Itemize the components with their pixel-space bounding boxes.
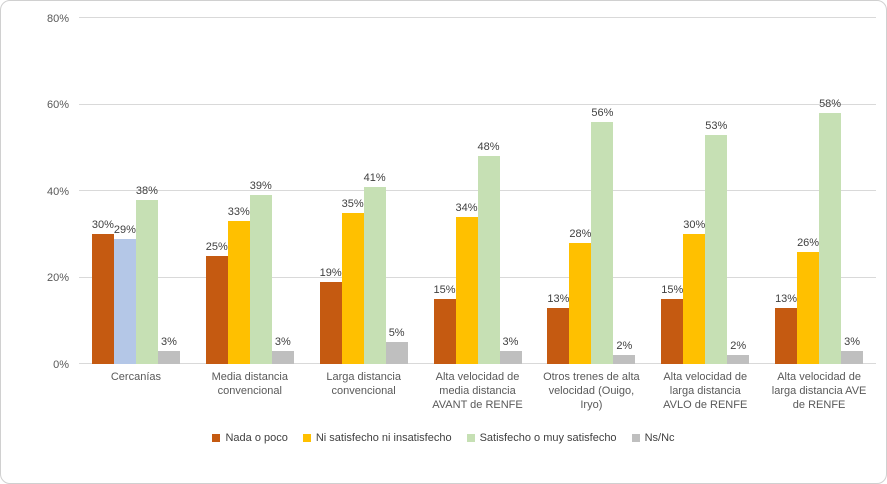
bar-value-label: 30% bbox=[683, 219, 706, 232]
bar: 26% bbox=[797, 237, 819, 364]
y-axis-tick-label: 40% bbox=[46, 185, 69, 198]
legend-label: Ni satisfecho ni insatisfecho bbox=[315, 432, 452, 444]
bar: 30% bbox=[92, 219, 114, 364]
bar-value-label: 33% bbox=[227, 206, 250, 219]
plot-area: 0% 20% 40% 60% 80% 30% 29% 38% 3% 25% 33% 39% 3% 19%… bbox=[47, 13, 876, 371]
bar: 34% bbox=[455, 202, 478, 364]
y-axis-tick-label: 0% bbox=[53, 358, 69, 371]
bar-group: 15% 34% 48% 3% bbox=[421, 18, 535, 364]
legend-item: Ni satisfecho ni insatisfecho bbox=[302, 432, 452, 444]
bar-value-label: 34% bbox=[455, 201, 478, 214]
bar: 13% bbox=[775, 293, 797, 364]
legend-swatch-icon bbox=[212, 434, 221, 442]
bar-value-label: 29% bbox=[113, 223, 136, 236]
category-label: Larga distancia convencional bbox=[326, 371, 401, 397]
bar-value-label: 25% bbox=[205, 240, 228, 253]
bar-group: 15% 30% 53% 2% bbox=[648, 18, 762, 364]
legend-label: Ns/Nc bbox=[644, 432, 675, 444]
bar: 5% bbox=[385, 327, 408, 364]
bar: 2% bbox=[727, 340, 750, 364]
bar-value-label: 3% bbox=[844, 336, 861, 349]
bar-group: 30% 29% 38% 3% bbox=[79, 18, 193, 364]
bar: 35% bbox=[342, 198, 364, 364]
legend-swatch-icon bbox=[466, 434, 475, 442]
category-label: Alta velocidad de larga distancia AVLO d… bbox=[663, 371, 748, 411]
bar: 15% bbox=[661, 284, 683, 364]
legend-label: Satisfecho o muy satisfecho bbox=[479, 432, 617, 444]
bar-groups: 30% 29% 38% 3% 25% 33% 39% 3% 19% 35% 41% 5% 15% 34% 4… bbox=[79, 18, 876, 364]
bar-value-label: 56% bbox=[591, 106, 614, 119]
category-label: Otros trenes de alta velocidad (Ouigo, I… bbox=[543, 371, 640, 411]
y-axis-tick-label: 20% bbox=[46, 272, 69, 284]
bar-value-label: 30% bbox=[91, 219, 114, 232]
bar: 41% bbox=[364, 172, 386, 364]
legend-item: Ns/Nc bbox=[631, 432, 675, 444]
bar: 19% bbox=[320, 267, 342, 364]
bar-value-label: 15% bbox=[433, 284, 456, 297]
category-label: Alta velocidad de larga distancia AVE de… bbox=[771, 371, 867, 411]
bar-value-label: 5% bbox=[388, 327, 405, 340]
legend-item: Satisfecho o muy satisfecho bbox=[466, 432, 617, 444]
bar: 25% bbox=[206, 241, 228, 364]
legend-swatch-icon bbox=[302, 434, 311, 442]
bar: 3% bbox=[841, 336, 864, 364]
bar-value-label: 53% bbox=[705, 119, 728, 132]
category-label: Media distancia convencional bbox=[211, 371, 288, 397]
bar: 53% bbox=[705, 120, 727, 364]
bar-value-label: 2% bbox=[616, 340, 633, 353]
bar-value-label: 13% bbox=[775, 292, 798, 305]
bar: 3% bbox=[271, 336, 294, 364]
gridline bbox=[79, 103, 876, 105]
bar-value-label: 58% bbox=[819, 98, 842, 111]
bar: 48% bbox=[477, 141, 500, 364]
bar: 38% bbox=[136, 185, 158, 364]
bar: 56% bbox=[591, 107, 613, 364]
category-label: Cercanías bbox=[110, 371, 161, 383]
bar: 2% bbox=[613, 340, 636, 364]
bar: 30% bbox=[683, 219, 705, 364]
bar-value-label: 13% bbox=[547, 292, 570, 305]
bar-value-label: 38% bbox=[135, 184, 158, 197]
bar-value-label: 19% bbox=[319, 266, 342, 279]
bar-value-label: 48% bbox=[477, 141, 500, 154]
bar: 28% bbox=[569, 228, 591, 364]
bar: 13% bbox=[547, 293, 569, 364]
legend: Nada o poco Ni satisfecho ni insatisfecho… bbox=[1, 432, 886, 444]
bar-value-label: 35% bbox=[341, 197, 364, 210]
legend-item: Nada o poco bbox=[212, 432, 288, 444]
bar: 58% bbox=[819, 98, 841, 364]
bar-value-label: 41% bbox=[363, 171, 386, 184]
bar-value-label: 3% bbox=[274, 336, 291, 349]
category-axis: Cercanías Media distancia convencional Lar… bbox=[79, 370, 876, 412]
bar-value-label: 39% bbox=[249, 180, 272, 193]
y-axis-tick-label: 60% bbox=[46, 99, 69, 111]
bar-group: 13% 26% 58% 3% bbox=[762, 18, 876, 364]
legend-swatch-icon bbox=[631, 434, 640, 442]
y-axis-tick-label: 80% bbox=[46, 12, 69, 25]
bar-group: 19% 35% 41% 5% bbox=[307, 18, 421, 364]
bar-value-label: 28% bbox=[569, 227, 592, 240]
bar-value-label: 2% bbox=[730, 340, 747, 353]
bar: 3% bbox=[499, 336, 522, 364]
bar-value-label: 26% bbox=[797, 236, 820, 249]
bar-value-label: 15% bbox=[661, 284, 684, 297]
legend-label: Nada o poco bbox=[225, 432, 288, 444]
category-label: Alta velocidad de media distancia AVANT … bbox=[432, 371, 523, 411]
bar-group: 25% 33% 39% 3% bbox=[193, 18, 307, 364]
bar: 33% bbox=[228, 206, 250, 364]
bar: 29% bbox=[114, 224, 136, 364]
bar-group: 13% 28% 56% 2% bbox=[534, 18, 648, 364]
bar: 3% bbox=[157, 336, 180, 364]
bar: 15% bbox=[433, 284, 456, 364]
bar-value-label: 3% bbox=[160, 336, 177, 349]
gridline bbox=[79, 17, 876, 18]
bar-value-label: 3% bbox=[502, 336, 519, 349]
bar: 39% bbox=[250, 180, 272, 364]
